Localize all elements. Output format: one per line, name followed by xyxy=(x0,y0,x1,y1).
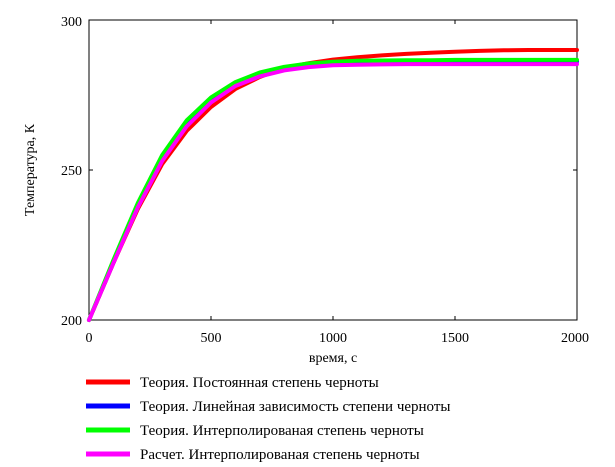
series-line-3 xyxy=(87,57,579,322)
legend: Теория. Постоянная степень черноты Теори… xyxy=(86,375,451,463)
x-tick-label: 1000 xyxy=(319,331,347,346)
legend-label-series-2: Теория. Линейная зависимость степени чер… xyxy=(140,399,451,415)
y-tick-label: 300 xyxy=(61,15,82,30)
series-lines xyxy=(87,48,579,322)
legend-label-series-1: Теория. Постоянная степень черноты xyxy=(140,375,379,391)
series-line-1 xyxy=(87,48,579,322)
x-tick-label: 500 xyxy=(201,331,222,346)
x-tick-label: 2000 xyxy=(561,331,589,346)
y-tick-label: 250 xyxy=(61,164,82,179)
y-tick-label: 200 xyxy=(61,314,82,329)
x-axis-label: время, с xyxy=(309,351,357,366)
y-axis-label: Температура, К xyxy=(23,123,38,216)
x-tick-label: 0 xyxy=(86,331,93,346)
legend-label-series-4: Расчет. Интерполированая степень черноты xyxy=(140,447,420,463)
plot-area xyxy=(88,19,578,321)
legend-label-series-3: Теория. Интерполированая степень черноты xyxy=(140,423,424,439)
series-line-4 xyxy=(87,62,579,322)
x-tick-label: 1500 xyxy=(441,331,469,346)
